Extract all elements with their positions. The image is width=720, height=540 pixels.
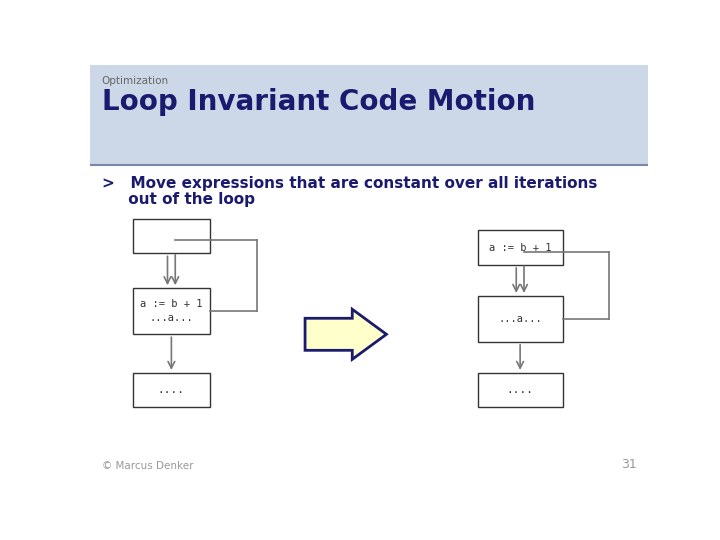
Polygon shape	[305, 309, 387, 359]
Text: 31: 31	[621, 458, 636, 471]
Text: a := b + 1: a := b + 1	[489, 242, 552, 253]
Bar	[477, 296, 563, 342]
Text: Optimization: Optimization	[102, 76, 168, 85]
Text: ...a...: ...a...	[498, 314, 542, 324]
Bar	[132, 288, 210, 334]
Bar	[477, 373, 563, 408]
Bar	[90, 65, 648, 165]
Text: ...a...: ...a...	[150, 313, 193, 323]
Text: >   Move expressions that are constant over all iterations: > Move expressions that are constant ove…	[102, 177, 597, 192]
Text: © Marcus Denker: © Marcus Denker	[102, 461, 193, 471]
Text: a := b + 1: a := b + 1	[140, 299, 202, 309]
Text: out of the loop: out of the loop	[102, 192, 255, 207]
Bar	[477, 231, 563, 265]
Bar	[132, 373, 210, 408]
Bar	[132, 219, 210, 253]
Text: ....: ....	[158, 385, 185, 395]
Text: ....: ....	[507, 385, 534, 395]
Text: Loop Invariant Code Motion: Loop Invariant Code Motion	[102, 88, 535, 116]
